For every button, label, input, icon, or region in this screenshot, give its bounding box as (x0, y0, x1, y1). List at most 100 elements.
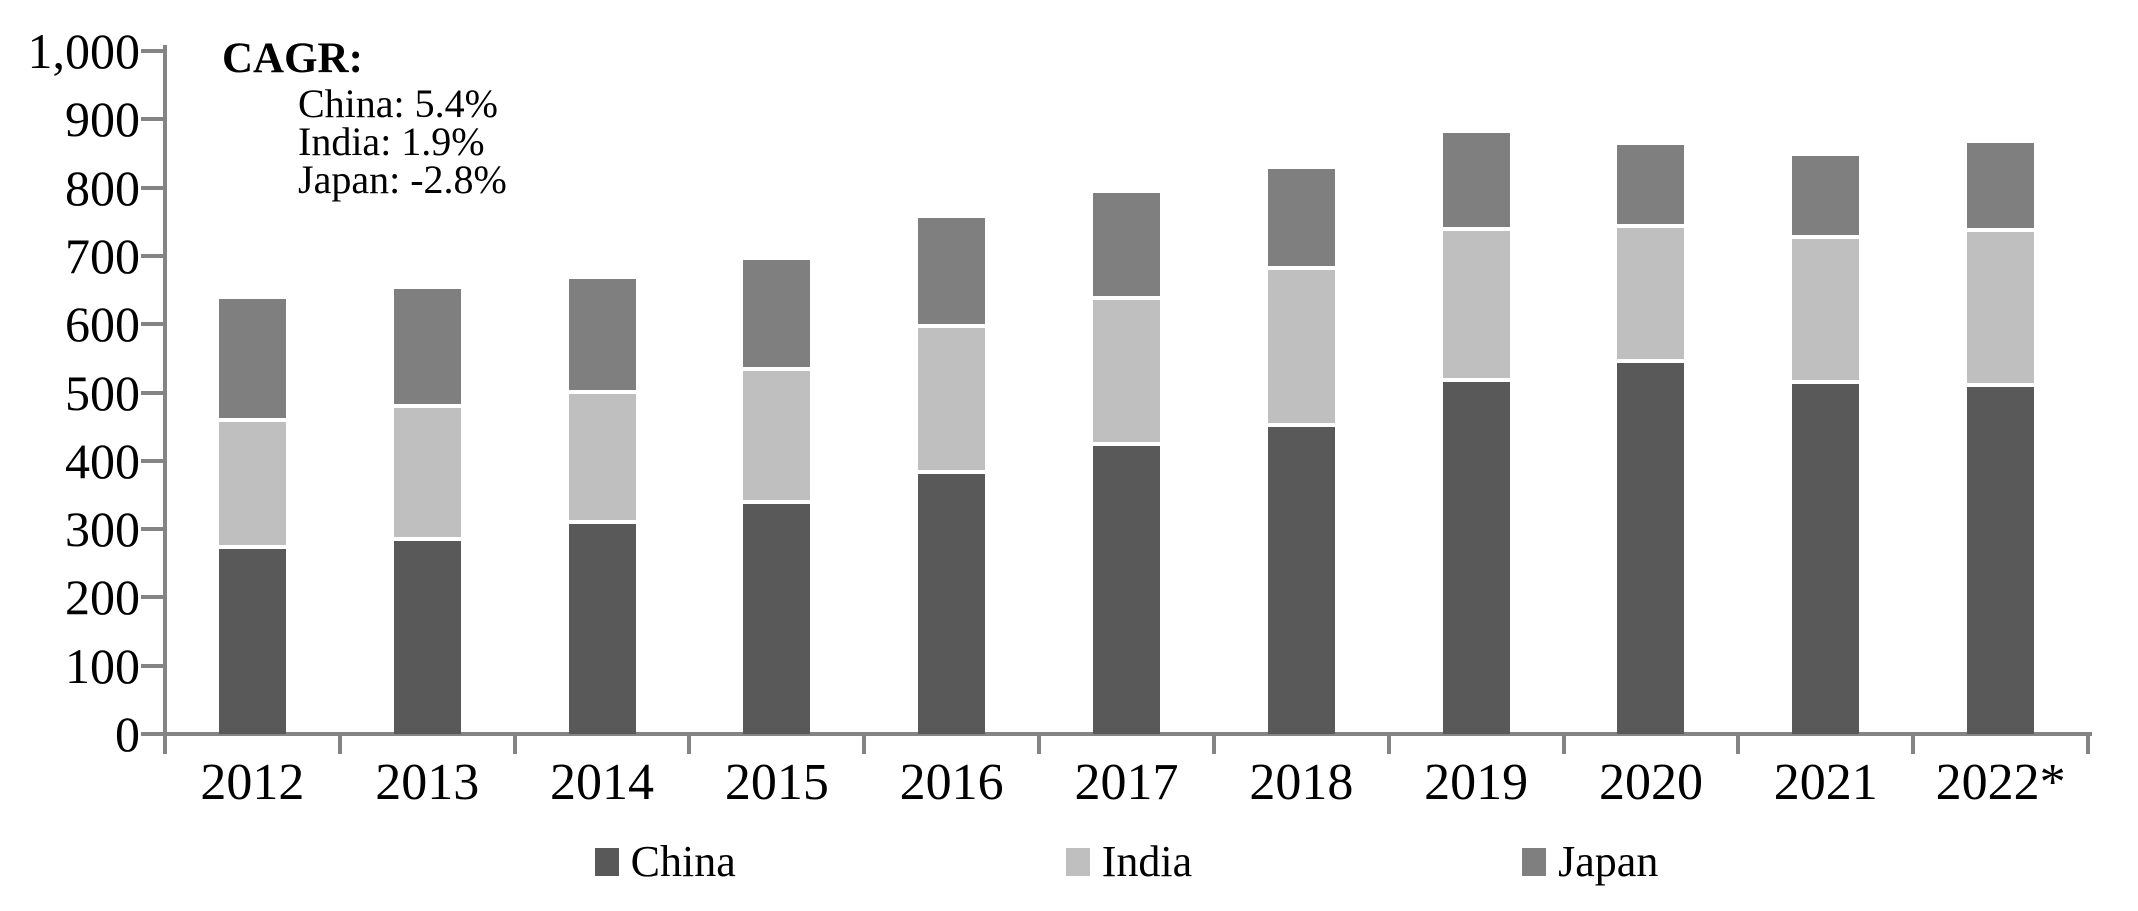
x-axis-label-2016: 2016 (899, 754, 1004, 811)
x-tick-10 (1911, 736, 1916, 754)
legend-label-india: India (1101, 837, 1193, 886)
x-axis-label-2013: 2013 (375, 754, 480, 811)
y-tick-label-0: 0 (115, 706, 140, 762)
bar-2014-china-segment (568, 523, 636, 734)
bar-2019-japan-segment (1442, 132, 1510, 232)
legend-label-japan: Japan (1558, 837, 1659, 886)
bar-2013-japan-segment (393, 289, 461, 409)
x-axis-label-2021: 2021 (1773, 754, 1878, 811)
bar-2020-china-segment (1617, 363, 1685, 734)
bar-2012-japan-segment (218, 298, 286, 422)
x-tick-7 (1386, 736, 1391, 754)
bar-2015-india-segment (743, 370, 811, 504)
y-tick-500 (141, 390, 163, 395)
y-tick-label-300: 300 (65, 501, 140, 558)
y-tick-400 (141, 458, 163, 463)
legend-swatch-japan (1522, 848, 1547, 876)
bar-2016-india-segment (918, 328, 986, 474)
cagr-annotation-india: India: 1.9% (298, 119, 485, 164)
x-tick-9 (1736, 736, 1741, 754)
bar-2017-china-segment (1093, 446, 1160, 734)
bar-2012 (218, 298, 286, 734)
bar-2013 (393, 289, 461, 734)
bar-2017-japan-segment (1093, 193, 1160, 300)
legend-item-japan: Japan (1522, 832, 1658, 892)
bar-2022* (1967, 143, 2035, 734)
y-tick-label-400: 400 (65, 432, 140, 489)
y-tick-0 (141, 732, 163, 736)
y-tick-label-900: 900 (65, 91, 140, 148)
bar-2022*-india-segment (1967, 232, 2035, 388)
y-tick-900 (141, 117, 163, 122)
cagr-annotation-china: China: 5.4% (298, 81, 498, 126)
bar-2012-china-segment (218, 548, 286, 734)
x-axis-label-2015: 2015 (724, 754, 829, 811)
y-tick-label-100: 100 (65, 637, 140, 694)
cagr-annotation-title: CAGR: (222, 35, 363, 82)
x-tick-6 (1211, 736, 1216, 754)
bar-2017-india-segment (1093, 299, 1160, 447)
bar-2015 (743, 260, 811, 734)
y-tick-label-700: 700 (65, 227, 140, 284)
bar-2020-india-segment (1617, 227, 1685, 364)
y-tick-600 (141, 322, 163, 327)
cagr-annotation-japan: Japan: -2.8% (298, 157, 507, 202)
bar-2021 (1792, 155, 1860, 734)
bar-2016-china-segment (918, 473, 986, 734)
y-tick-100 (141, 663, 163, 668)
x-axis-label-2017: 2017 (1074, 754, 1179, 811)
legend-label-china: China (630, 837, 736, 886)
y-tick-label-200: 200 (65, 569, 140, 626)
legend-item-india: India (1065, 832, 1193, 892)
bar-2018-japan-segment (1267, 169, 1335, 271)
y-tick-label-600: 600 (65, 296, 140, 353)
bar-2017 (1093, 193, 1160, 734)
legend-item-china: China (594, 832, 736, 892)
legend-swatch-india (1065, 848, 1090, 876)
bar-2015-japan-segment (743, 260, 811, 371)
x-axis-label-2014: 2014 (550, 754, 655, 811)
bar-2016 (918, 217, 986, 734)
x-axis-label-2022*: 2022* (1935, 754, 2066, 811)
bar-2019 (1442, 132, 1510, 734)
x-tick-1 (337, 736, 342, 754)
bar-2021-japan-segment (1792, 155, 1860, 239)
y-tick-300 (141, 527, 163, 532)
bar-2018-india-segment (1267, 270, 1335, 427)
bar-2019-china-segment (1442, 381, 1510, 734)
bar-2020 (1617, 144, 1685, 734)
y-tick-label-1,000: 1,000 (27, 23, 141, 79)
x-axis-label-2020: 2020 (1598, 754, 1703, 811)
bar-2021-china-segment (1792, 384, 1860, 734)
y-tick-1,000 (141, 49, 163, 53)
bar-2016-japan-segment (918, 217, 986, 329)
legend-swatch-china (594, 848, 619, 876)
chart-legend: China India Japan (165, 832, 2088, 892)
bar-2013-china-segment (393, 540, 461, 734)
bar-2019-india-segment (1442, 231, 1510, 382)
x-tick-3 (687, 736, 692, 754)
bar-2022*-japan-segment (1967, 143, 2035, 233)
y-tick-label-800: 800 (65, 159, 140, 216)
y-axis-line (163, 45, 167, 750)
y-tick-700 (141, 253, 163, 258)
bar-2022*-china-segment (1967, 387, 2035, 734)
bar-2014 (568, 279, 636, 734)
bar-2020-japan-segment (1617, 144, 1685, 228)
x-tick-11 (2086, 736, 2090, 754)
x-axis-label-2019: 2019 (1424, 754, 1529, 811)
x-axis-line (163, 732, 2092, 736)
bar-2014-japan-segment (568, 279, 636, 394)
x-tick-8 (1561, 736, 1566, 754)
x-tick-5 (1037, 736, 1042, 754)
bar-2013-india-segment (393, 408, 461, 541)
bar-2018 (1267, 169, 1335, 734)
x-axis-label-2018: 2018 (1249, 754, 1354, 811)
y-tick-800 (141, 185, 163, 190)
x-tick-0 (163, 736, 167, 754)
y-tick-label-500: 500 (65, 364, 140, 421)
x-tick-4 (862, 736, 867, 754)
bar-2012-india-segment (218, 421, 286, 549)
bar-2018-china-segment (1267, 426, 1335, 734)
